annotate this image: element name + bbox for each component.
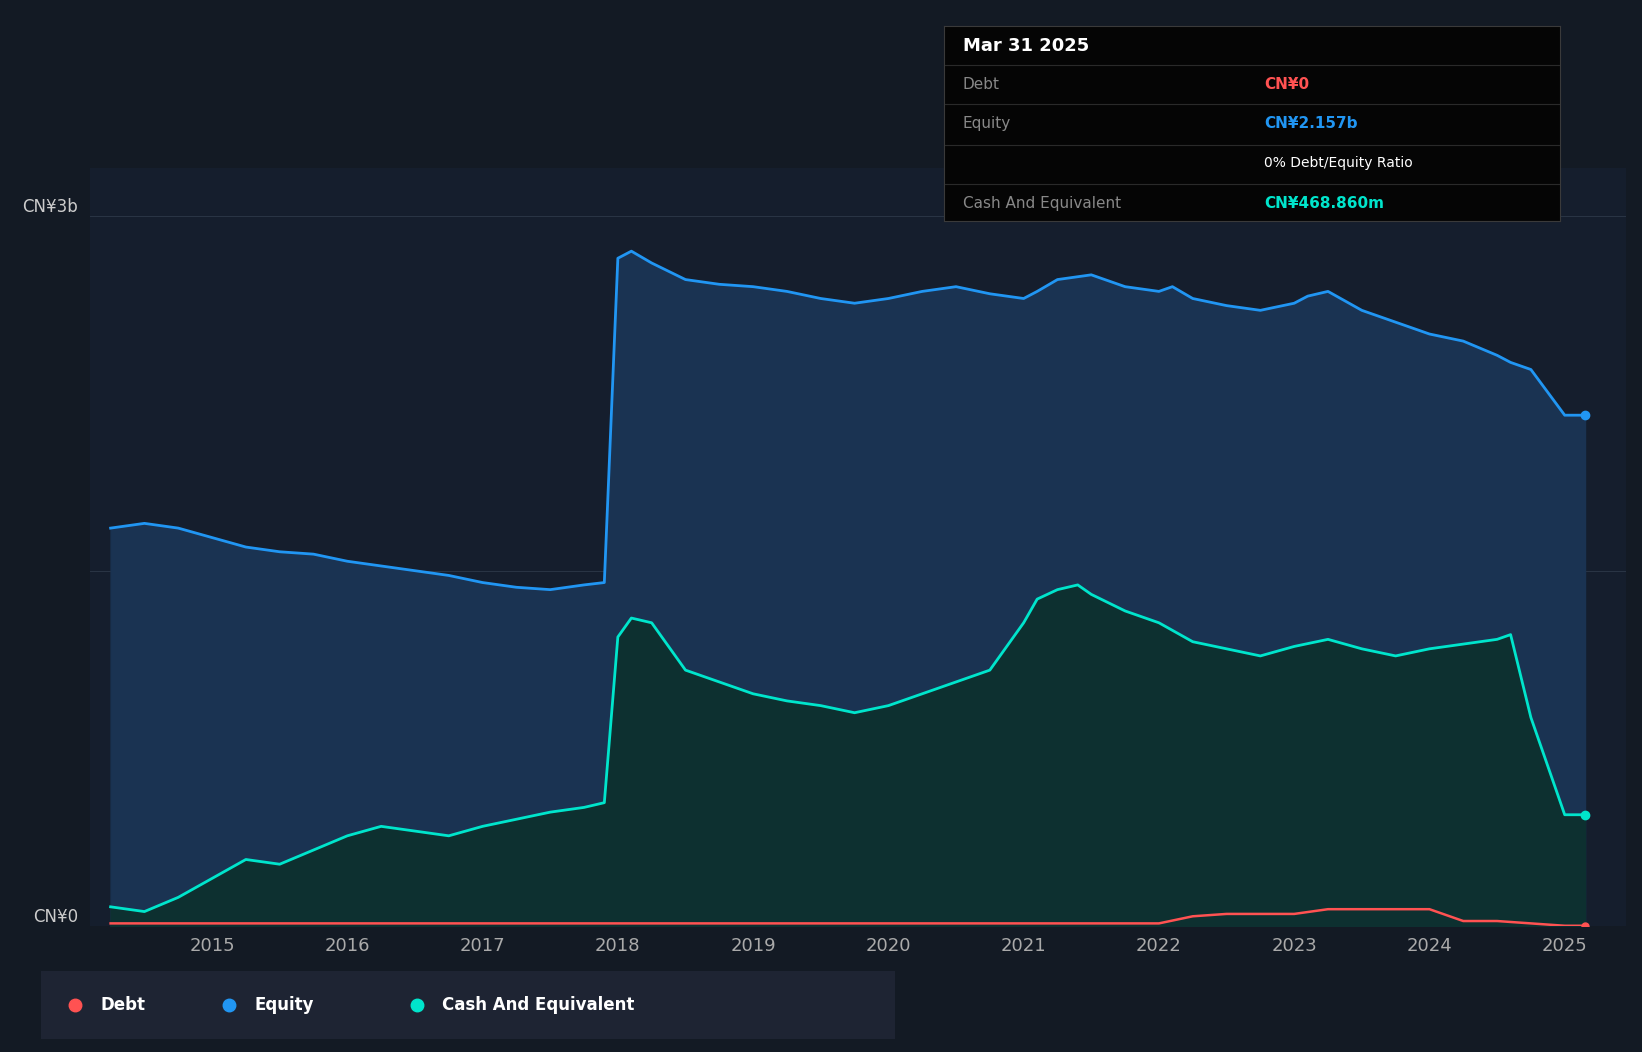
Text: Cash And Equivalent: Cash And Equivalent bbox=[442, 996, 635, 1014]
Text: CN¥3b: CN¥3b bbox=[23, 198, 79, 216]
Text: CN¥0: CN¥0 bbox=[33, 908, 79, 926]
Text: Equity: Equity bbox=[962, 116, 1011, 132]
Text: CN¥468.860m: CN¥468.860m bbox=[1264, 196, 1384, 210]
Text: Mar 31 2025: Mar 31 2025 bbox=[962, 37, 1089, 55]
Text: Debt: Debt bbox=[962, 77, 1000, 93]
Text: 0% Debt/Equity Ratio: 0% Debt/Equity Ratio bbox=[1264, 156, 1414, 169]
Text: Equity: Equity bbox=[255, 996, 314, 1014]
Text: CN¥0: CN¥0 bbox=[1264, 77, 1309, 93]
Text: CN¥2.157b: CN¥2.157b bbox=[1264, 116, 1358, 132]
Text: Debt: Debt bbox=[100, 996, 146, 1014]
Text: Cash And Equivalent: Cash And Equivalent bbox=[962, 196, 1121, 210]
